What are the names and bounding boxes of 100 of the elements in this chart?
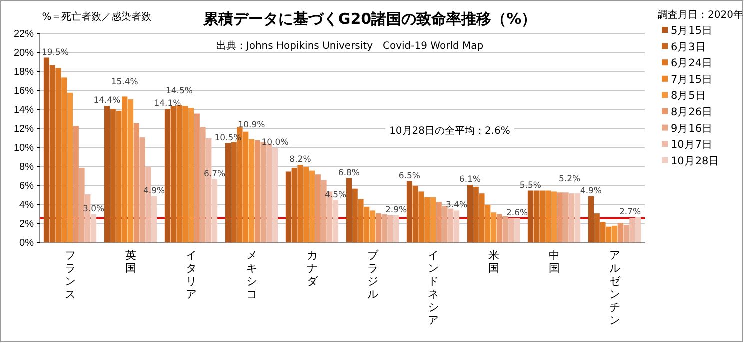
data-label: 8.2% [290,155,312,166]
bar [496,214,502,243]
bar [618,223,624,243]
bar [557,192,563,243]
bar [225,143,232,243]
data-label: 14.5% [166,86,193,96]
y-tick-label: 14% [14,105,34,116]
bar [243,132,249,243]
x-tick-label: フランス [64,250,76,301]
text: %＝死亡者数／感染者数 [42,11,152,23]
x-tick-label: アルゼンチン [609,250,622,327]
bar [315,174,321,243]
y-tick-label: 8% [20,162,34,174]
bar [116,110,122,243]
bar [424,197,430,243]
annotation: 出典：Johns Hopikins University Covid-19 World Map [216,40,484,52]
bar [430,197,436,243]
y-tick-label: 10% [14,143,34,154]
bar [79,168,85,243]
bar [393,215,400,243]
x-tick-label: 米国 [488,249,500,275]
y-tick-label: 18% [14,67,34,78]
bar [304,167,310,243]
legend-label: 5月15日 [671,25,714,37]
bar [200,127,206,243]
bar [635,217,642,243]
bar [382,214,388,243]
bar [574,194,581,243]
legend-label: 9月16日 [671,122,714,135]
bar [630,218,636,243]
bar [606,226,612,243]
bar [442,206,448,243]
bar [44,58,50,243]
legend-label: 10月7日 [671,139,714,152]
data-label: 15.4% [111,78,138,88]
x-tick-label: ブラジル [367,249,380,301]
x-tick-label: メキシコ [246,250,258,301]
bar [502,216,508,243]
bar [540,190,546,243]
bar [600,222,606,243]
data-label: 6.1% [459,175,482,186]
y-tick-label: 16% [14,86,34,98]
bar [286,172,292,243]
bar [134,123,140,243]
bar [188,108,194,243]
legend-label: 10月28日 [671,155,720,168]
bar [388,215,394,243]
bar [332,200,339,243]
bar [473,186,479,243]
bar [90,214,97,243]
bar [309,170,316,243]
bar [140,138,146,243]
bar [551,192,558,243]
data-label: 19.5% [42,48,70,58]
bar [358,199,364,243]
y-tick-label: 6% [20,181,34,192]
bar [528,190,534,243]
y-tick-label: 12% [14,124,34,136]
bar [563,192,569,243]
bar [467,185,474,243]
bar [514,218,520,243]
bar [376,214,382,243]
bar [50,65,56,243]
y-tick-label: 2% [20,219,34,230]
bar [406,181,413,243]
bar [436,202,442,243]
bar [298,165,304,243]
data-label: 5.5% [520,180,542,191]
data-label: 10.0% [262,138,289,148]
data-label: 10.9% [238,120,266,130]
x-tick-label: イタリア [186,250,197,301]
bar [321,180,327,243]
bar [412,186,418,243]
bar [534,190,540,243]
bar [346,178,352,243]
bar [352,188,358,243]
data-label: 4.9% [580,186,602,196]
bar [164,109,171,243]
y-tick-label: 22% [14,29,34,40]
y-tick-label: 20% [14,48,34,60]
y-tick-label: 4% [20,200,34,212]
data-label: 14.4% [94,96,121,106]
bar [485,205,491,243]
x-tick-label: 英国 [125,249,136,275]
bar [128,100,134,243]
legend-title: 調査月日：2020年 [658,9,744,21]
legend-label: 7月15日 [671,74,714,86]
data-label: 6.5% [398,171,421,182]
bar [266,144,272,243]
y-tick-label: 0% [20,238,34,250]
bar [151,196,158,243]
bar [104,106,110,243]
data-label: 6.8% [338,168,360,178]
bar [67,92,74,243]
chart-title: 累積データに基づくG20諸国の致命率推移（%） [202,10,537,28]
bar [370,210,376,243]
bar [490,212,497,243]
x-tick-label: 中国 [548,249,560,275]
bar [594,214,600,243]
bar [546,190,552,243]
